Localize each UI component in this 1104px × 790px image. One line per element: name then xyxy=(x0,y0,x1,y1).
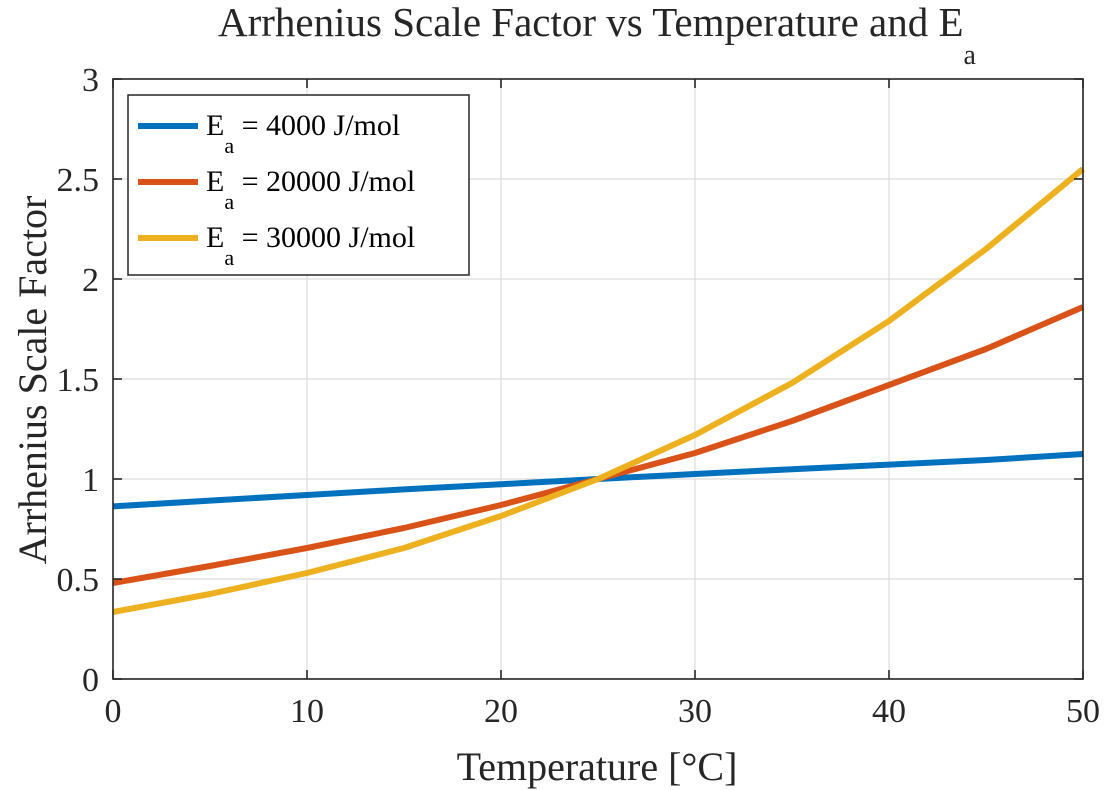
x-tick-label: 50 xyxy=(1066,693,1100,730)
series-layer xyxy=(112,166,1085,615)
x-tick-label: 30 xyxy=(678,693,712,730)
legend-label-subscript: a xyxy=(224,245,234,270)
y-tick-label: 0.5 xyxy=(57,562,100,599)
legend-label-subscript: a xyxy=(224,133,234,158)
legend-label-subscript: a xyxy=(224,189,234,214)
legend-label-1: Ea = 4000 J/mol xyxy=(206,109,400,158)
series-line-3 xyxy=(112,166,1085,615)
x-tick-labels: 0 10 20 30 40 50 xyxy=(105,693,1101,730)
legend-label-prefix: E xyxy=(206,165,224,198)
x-axis-label: Temperature [°C] xyxy=(457,744,738,789)
y-axis-label: Arrhenius Scale Factor xyxy=(10,196,55,565)
y-tick-label: 2 xyxy=(82,262,99,299)
legend-label-prefix: E xyxy=(206,109,224,142)
legend-label-suffix: = 4000 J/mol xyxy=(234,109,400,142)
chart-title: Arrhenius Scale Factor vs Temperature an… xyxy=(218,0,977,71)
y-tick-label: 3 xyxy=(82,62,99,99)
series-line-2 xyxy=(112,304,1085,586)
y-tick-label: 2.5 xyxy=(57,162,100,199)
legend-label-2: Ea = 20000 J/mol xyxy=(206,165,415,214)
x-tick-label: 40 xyxy=(872,693,906,730)
x-tick-label: 20 xyxy=(484,693,518,730)
y-tick-label: 1.5 xyxy=(57,362,100,399)
chart-title-main: Arrhenius Scale Factor vs Temperature an… xyxy=(218,0,964,45)
legend-label-suffix: = 20000 J/mol xyxy=(234,165,415,198)
tick-marks xyxy=(112,78,1084,680)
legend-label-suffix: = 30000 J/mol xyxy=(234,221,415,254)
x-tick-label: 10 xyxy=(290,693,324,730)
x-tick-label: 0 xyxy=(105,693,122,730)
y-tick-labels: 0 0.5 1 1.5 2 2.5 3 xyxy=(57,62,100,699)
legend-label-3: Ea = 30000 J/mol xyxy=(206,221,415,270)
chart-title-subscript: a xyxy=(964,40,977,71)
y-tick-label: 0 xyxy=(82,662,99,699)
y-tick-label: 1 xyxy=(82,462,99,499)
legend-label-prefix: E xyxy=(206,221,224,254)
